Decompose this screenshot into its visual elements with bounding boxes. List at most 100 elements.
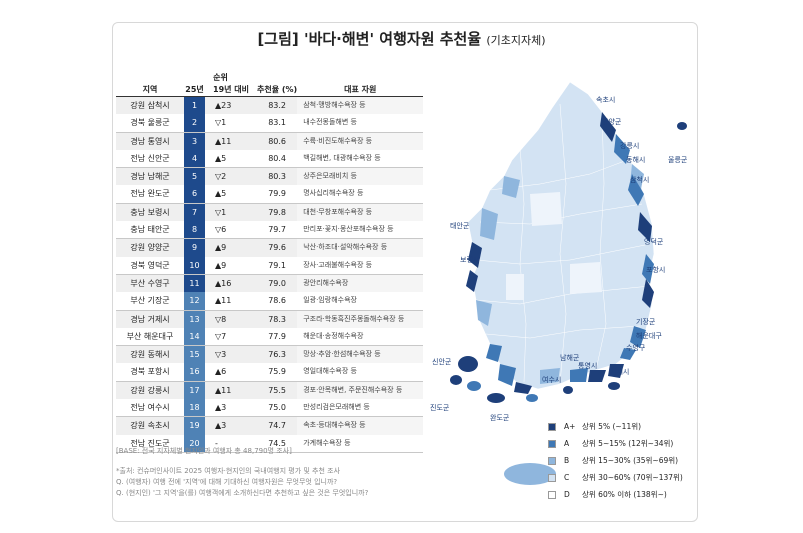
rate-cell: 75.0 — [257, 399, 298, 418]
korea-map: 속초시 양양군 강릉시 동해시 울릉군 삼척시 태안군 보령시 영덕군 포항시 … — [420, 64, 710, 508]
table-row: 강원 강릉시 17 ▲11 75.5 경포·안목해변, 주문진해수욕장 등 — [116, 381, 424, 400]
change-cell: ▲5 — [205, 185, 257, 204]
table-row: 경북 영덕군 10 ▲9 79.1 장사·고래불해수욕장 등 — [116, 256, 424, 275]
rank-cell: 13 — [184, 310, 205, 328]
change-cell: ▽1 — [205, 203, 257, 222]
rank-cell: 15 — [184, 345, 205, 364]
table-row: 전남 진도군 20-74.5 가계해수욕장 등 — [116, 434, 424, 453]
map-label: 태안군 — [450, 221, 470, 230]
change-cell: ▲11 — [205, 381, 257, 400]
rank-cell: 1 — [184, 96, 205, 115]
map-label: 진도군 — [430, 403, 450, 412]
header-rank-group: 순위 — [213, 73, 228, 82]
rep-cell: 삼척·맹방해수욕장 등 — [297, 96, 424, 115]
table-row: 경북 포항시 16 ▲6 75.9 영일대해수욕장 등 — [116, 363, 424, 382]
change-cell: - — [205, 434, 257, 453]
rank-cell: 12 — [184, 292, 205, 311]
legend-label: 상위 5% (~11위) — [582, 422, 642, 431]
region-cell: 경북 울릉군 — [116, 114, 184, 133]
rep-cell: 상주은모래비치 등 — [297, 167, 424, 186]
light-regions — [506, 192, 602, 300]
rep-cell: 해운대·송정해수욕장 — [297, 327, 424, 347]
legend-swatch — [548, 439, 556, 448]
rep-cell: 낙산·하조대·설악해수욕장 등 — [297, 238, 424, 257]
base-note: [BASE: 전국 지자체별 현지인과 여행자 총 48,790명 조사] — [116, 447, 292, 455]
table-row: 경남 남해군 5 ▽2 80.3 상주은모래비치 등 — [116, 167, 424, 186]
map-label: 포항시 — [646, 265, 665, 274]
rate-cell: 78.3 — [257, 310, 298, 328]
map-label: 남해군 — [560, 353, 580, 362]
legend-grade: B — [564, 456, 570, 465]
change-cell: ▽1 — [205, 114, 257, 133]
legend-item: D 상위 60% 이하 (138위~) — [548, 486, 683, 503]
region-cell: 충남 보령시 — [116, 203, 184, 222]
rate-cell: 79.9 — [257, 185, 298, 204]
rate-cell: 79.0 — [257, 274, 298, 293]
legend-label: 상위 5~15% (12위~34위) — [582, 439, 674, 448]
legend-swatch — [548, 473, 556, 482]
map-label: 신안군 — [432, 357, 452, 366]
table-row: 부산 기장군 12 ▲11 78.6 일광·임랑해수욕장 — [116, 292, 424, 311]
mainland-shape — [467, 81, 655, 390]
rate-cell: 75.5 — [257, 381, 298, 400]
footnote-source: *출처: 컨슈머인사이트 2025 여행자·현지인의 국내여행지 평가 및 추천… — [116, 467, 341, 475]
region-cell: 강원 동해시 — [116, 345, 184, 364]
islands — [450, 122, 687, 485]
change-cell: ▲16 — [205, 274, 257, 293]
jeju-island — [504, 463, 556, 485]
rank-cell: 9 — [184, 238, 205, 257]
map-label: 해운대구 — [636, 331, 662, 340]
title-sub: (기초지자체) — [486, 34, 546, 47]
region-cell: 경북 포항시 — [116, 363, 184, 382]
rank-cell: 11 — [184, 274, 205, 293]
grade-a-regions — [486, 134, 654, 386]
region-cell: 부산 기장군 — [116, 292, 184, 311]
change-cell: ▽6 — [205, 221, 257, 240]
rate-cell: 79.7 — [257, 221, 298, 240]
region-cell: 전남 완도군 — [116, 185, 184, 204]
map-label: 통영시 — [578, 361, 597, 370]
change-cell: ▽8 — [205, 310, 257, 328]
rate-cell: 74.5 — [257, 434, 298, 453]
region-cell: 강원 강릉시 — [116, 381, 184, 400]
region-cell: 부산 해운대구 — [116, 327, 184, 347]
grade-a-plus-regions — [466, 112, 654, 394]
rank-cell: 16 — [184, 363, 205, 382]
rank-cell: 20 — [184, 434, 205, 453]
rate-cell: 79.6 — [257, 238, 298, 257]
header-rep: 대표 자원 — [297, 83, 424, 97]
rate-cell: 80.6 — [257, 132, 298, 150]
rep-cell: 가계해수욕장 등 — [297, 434, 424, 453]
change-cell: ▽3 — [205, 345, 257, 364]
rep-cell: 만리포·꽃지·몽산포해수욕장 등 — [297, 221, 424, 240]
legend-item: A+ 상위 5% (~11위) — [548, 418, 683, 435]
region-cell: 경북 영덕군 — [116, 256, 184, 275]
legend-label: 상위 60% 이하 (138위~) — [582, 490, 667, 499]
change-cell: ▲9 — [205, 256, 257, 275]
legend-label: 상위 30~60% (70위~137위) — [582, 473, 683, 482]
region-cell: 강원 속초시 — [116, 416, 184, 435]
rank-cell: 4 — [184, 149, 205, 169]
rate-cell: 80.3 — [257, 167, 298, 186]
jindo-island — [467, 381, 481, 391]
region-cell: 경남 통영시 — [116, 132, 184, 150]
title-main: [그림] '바다·해변' 여행자원 추천율 — [257, 30, 482, 48]
ranking-table: 순위 지역 25년 19년 대비 추천율 (%) 대표 자원 강원 삼척시 1 ▲2… — [116, 72, 424, 453]
region-cell: 경남 거제시 — [116, 310, 184, 328]
geoje-island — [608, 382, 620, 390]
header-rank25: 25년 — [184, 83, 205, 97]
rank-cell: 5 — [184, 167, 205, 186]
region-cell: 전남 신안군 — [116, 149, 184, 169]
change-cell: ▽2 — [205, 167, 257, 186]
rate-cell: 75.9 — [257, 363, 298, 382]
change-cell: ▲23 — [205, 96, 257, 115]
rate-cell: 78.6 — [257, 292, 298, 311]
table-row: 전남 완도군 6 ▲5 79.9 명사십리해수욕장 등 — [116, 185, 424, 204]
table-row: 강원 삼척시 1 ▲23 83.2 삼척·맹방해수욕장 등 — [116, 96, 424, 115]
header-rate: 추천율 (%) — [257, 83, 298, 97]
rate-cell: 83.1 — [257, 114, 298, 133]
legend-label: 상위 15~30% (35위~69위) — [582, 456, 679, 465]
rep-cell: 광안리해수욕장 — [297, 274, 424, 293]
map-label: 속초시 — [596, 96, 615, 104]
rank-cell: 18 — [184, 399, 205, 418]
